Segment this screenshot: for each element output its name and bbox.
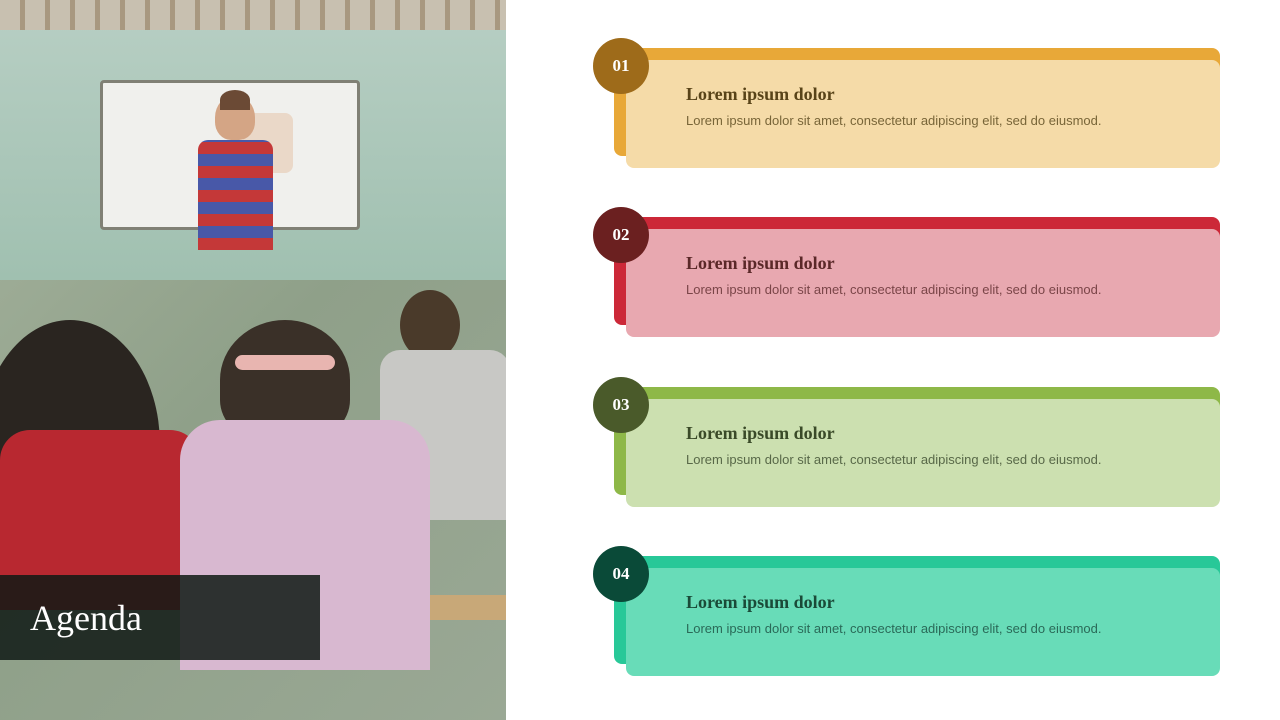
agenda-item-description: Lorem ipsum dolor sit amet, consectetur … [686, 282, 1190, 297]
agenda-item-title: Lorem ipsum dolor [686, 84, 1190, 105]
agenda-item-description: Lorem ipsum dolor sit amet, consectetur … [686, 113, 1190, 128]
agenda-item-3: 03Lorem ipsum dolorLorem ipsum dolor sit… [596, 387, 1220, 495]
agenda-item-2: 02Lorem ipsum dolorLorem ipsum dolor sit… [596, 217, 1220, 325]
agenda-item-front: Lorem ipsum dolor Lorem ipsum dolor sit a… [626, 229, 1220, 337]
agenda-item-title: Lorem ipsum dolor [686, 592, 1190, 613]
left-image-panel: Agenda [0, 0, 506, 720]
agenda-item-title: Lorem ipsum dolor [686, 253, 1190, 274]
agenda-item-front: Lorem ipsum dolor Lorem ipsum dolor sit a… [626, 399, 1220, 507]
agenda-item-number: 02 [593, 207, 649, 263]
agenda-item-title: Lorem ipsum dolor [686, 423, 1190, 444]
slide-title: Agenda [30, 597, 142, 639]
agenda-item-description: Lorem ipsum dolor sit amet, consectetur … [686, 452, 1190, 467]
agenda-item-1: 01Lorem ipsum dolorLorem ipsum dolor sit… [596, 48, 1220, 156]
agenda-item-description: Lorem ipsum dolor sit amet, consectetur … [686, 621, 1190, 636]
agenda-item-number: 01 [593, 38, 649, 94]
agenda-item-number: 03 [593, 377, 649, 433]
agenda-item-front: Lorem ipsum dolor Lorem ipsum dolor sit a… [626, 568, 1220, 676]
agenda-item-4: 04Lorem ipsum dolorLorem ipsum dolor sit… [596, 556, 1220, 664]
agenda-item-number: 04 [593, 546, 649, 602]
agenda-list: 01 Lorem ipsum dolor Lorem ipsum dolor sit… [506, 0, 1280, 720]
title-box: Agenda [0, 575, 320, 660]
agenda-item-front: Lorem ipsum dolor Lorem ipsum dolor sit a… [626, 60, 1220, 168]
